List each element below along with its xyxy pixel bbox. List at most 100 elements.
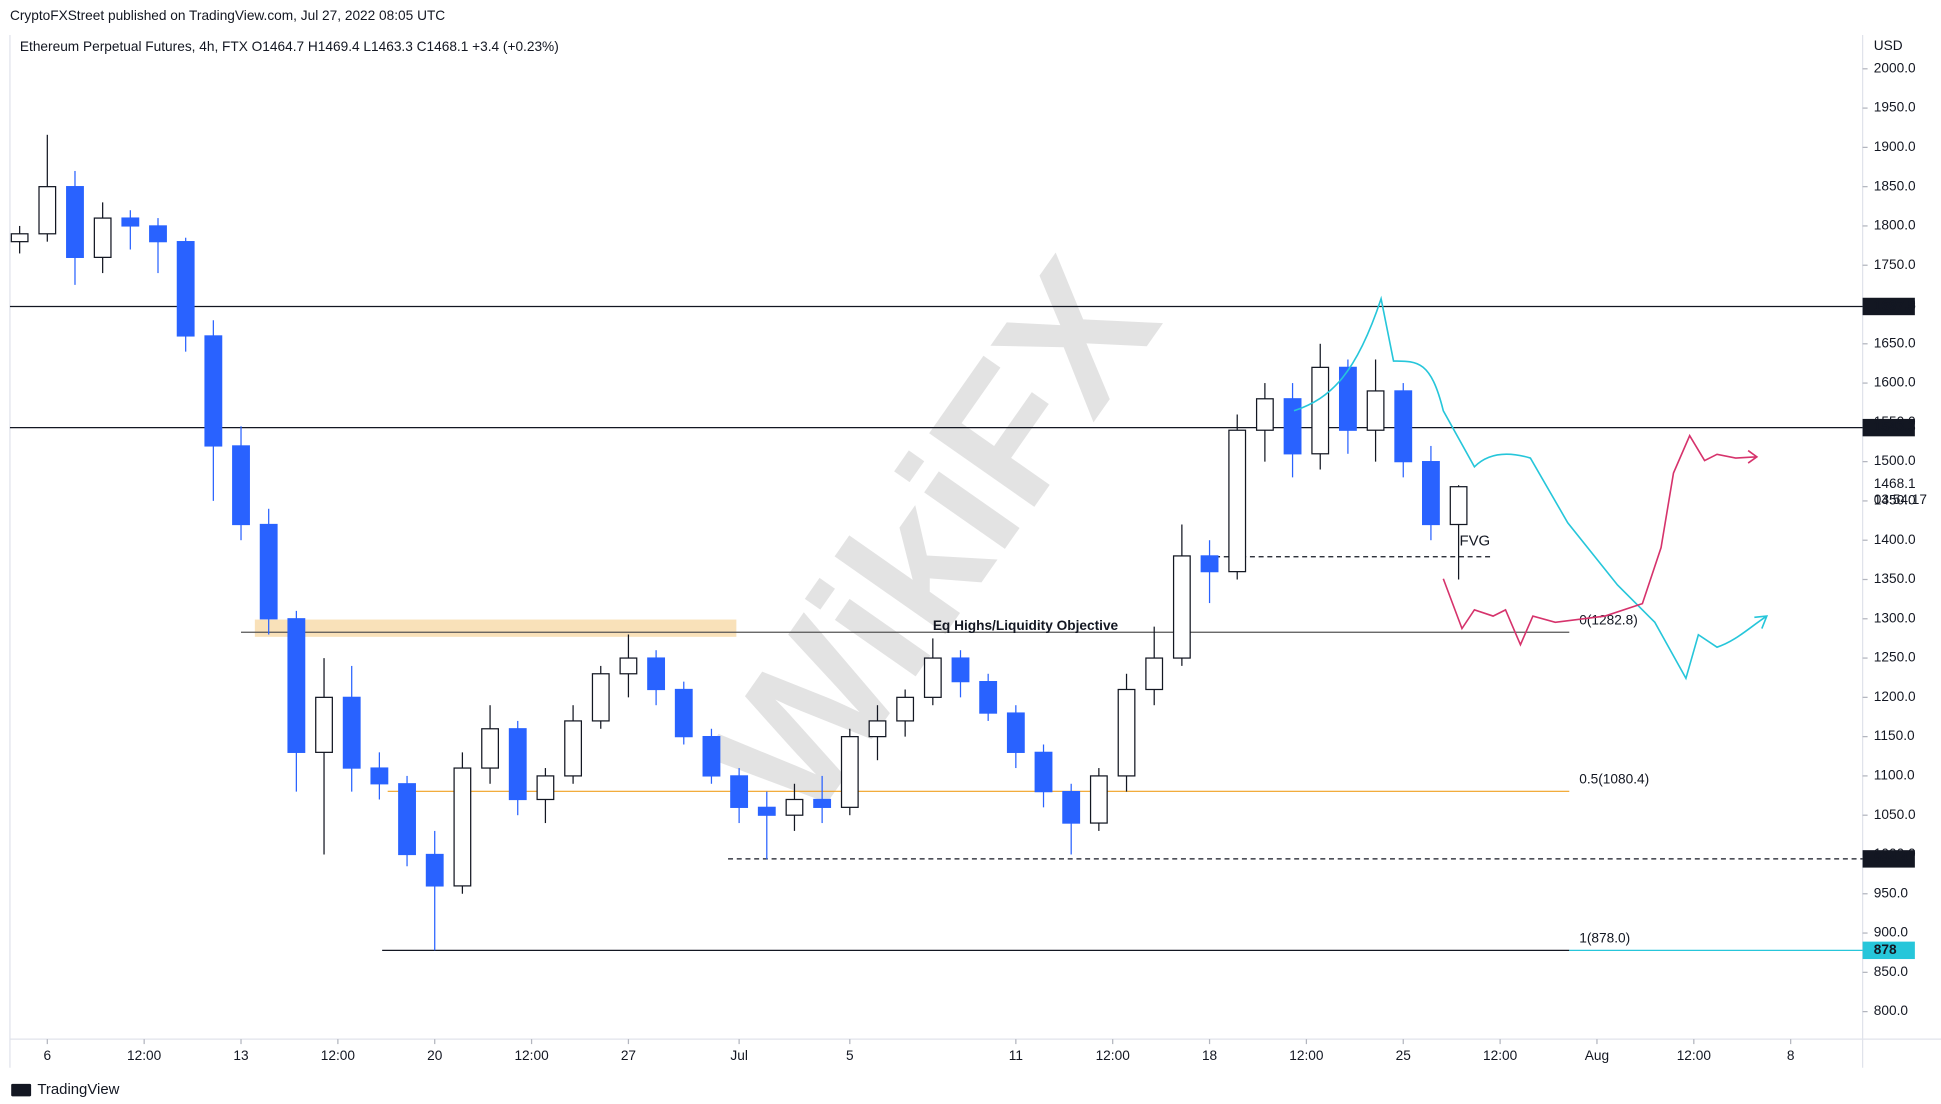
candle-body — [702, 736, 721, 777]
candle-body — [1200, 555, 1219, 573]
price-badge — [1862, 418, 1915, 437]
candle-body — [204, 335, 223, 447]
candle-body — [149, 225, 167, 243]
candle-body — [287, 618, 306, 753]
x-tick-label: 25 — [1396, 1048, 1412, 1063]
y-tick-label: 2000.0 — [1874, 60, 1916, 75]
candle-body — [10, 233, 29, 243]
chart-title: Ethereum Perpetual Futures, 4h, FTX O146… — [20, 39, 559, 54]
x-tick-label: 13 — [233, 1048, 248, 1063]
candle-body — [1338, 366, 1357, 431]
price-badge-label: 1543.3 — [1874, 419, 1916, 434]
y-tick-label: 1600.0 — [1874, 375, 1916, 390]
x-tick-label: 11 — [1009, 1048, 1023, 1063]
candle-body — [1449, 486, 1468, 526]
liquidity-zone — [254, 619, 737, 637]
candle-body — [951, 657, 970, 683]
currency: USD — [1874, 38, 1903, 53]
candle-body — [121, 217, 140, 227]
y-tick-label: 1950.0 — [1874, 100, 1916, 115]
candle-body — [1311, 366, 1330, 455]
candle-body — [425, 853, 444, 887]
x-tick-label: 12:00 — [1677, 1048, 1712, 1063]
candle-body — [896, 696, 915, 722]
x-tick-label: 12:00 — [1096, 1048, 1131, 1063]
candle-body — [979, 681, 998, 714]
x-tick-label: 20 — [427, 1048, 443, 1063]
candle-body — [259, 523, 278, 620]
candle-body — [66, 186, 84, 258]
y-tick-label: 1400.0 — [1874, 532, 1916, 547]
y-tick-label: 1250.0 — [1874, 650, 1916, 665]
countdown: 03:54:17 — [1874, 492, 1927, 507]
fvg-label: FVG — [1459, 533, 1490, 550]
price-badge-label: 1697.5 — [1874, 298, 1916, 313]
candle-body — [1255, 398, 1274, 431]
candle-body — [757, 806, 776, 816]
candle-body — [813, 798, 832, 808]
price-badge — [1862, 941, 1915, 960]
x-tick-label: 12:00 — [1483, 1048, 1518, 1063]
y-tick-label: 1750.0 — [1874, 257, 1916, 272]
y-tick-label: 1650.0 — [1874, 335, 1916, 350]
y-tick-label: 1200.0 — [1874, 689, 1916, 704]
projection-path — [1442, 433, 1759, 647]
candle-body — [1283, 398, 1302, 455]
candle-body — [1366, 390, 1385, 431]
candle-body — [1034, 751, 1053, 793]
candle-body — [1228, 429, 1247, 573]
price-badge — [1862, 850, 1915, 868]
candle-body — [315, 696, 333, 753]
candle-body — [1172, 555, 1191, 659]
candle-body — [619, 657, 638, 675]
candle-body — [591, 673, 610, 722]
candle-body — [370, 767, 389, 785]
y-tick-label: 1850.0 — [1874, 178, 1916, 193]
y-tick-label: 950.0 — [1874, 885, 1909, 900]
candle-body — [536, 775, 555, 801]
level-label: 1(878.0) — [1579, 931, 1630, 946]
candle-body — [176, 241, 195, 337]
candle-body — [564, 720, 583, 777]
tv-logo — [11, 1083, 32, 1097]
x-tick-label: 27 — [621, 1048, 636, 1063]
x-tick-label: Jul — [730, 1048, 747, 1063]
level-label: 0.5(1080.4) — [1579, 772, 1649, 787]
candle-body — [923, 657, 942, 698]
x-tick-label: 5 — [846, 1048, 854, 1063]
level-label: 0(1282.8) — [1579, 613, 1638, 628]
x-tick-label: 12:00 — [514, 1048, 549, 1063]
price-badge-label: 994.4 — [1874, 850, 1909, 865]
y-tick-label: 1100.0 — [1874, 768, 1915, 783]
candle-body — [1117, 688, 1136, 777]
price-badge — [1862, 297, 1915, 316]
header: CryptoFXStreet published on TradingView.… — [10, 8, 445, 23]
y-tick-label: 900.0 — [1874, 925, 1909, 940]
projection-path — [1293, 295, 1769, 681]
candle-body — [1394, 390, 1413, 463]
candle-body — [868, 720, 887, 738]
candle-body — [93, 217, 112, 258]
x-tick-label: 6 — [44, 1048, 52, 1063]
price-badge-label: 878 — [1874, 942, 1897, 957]
x-tick-label: 18 — [1202, 1048, 1218, 1063]
candle-body — [1062, 791, 1081, 824]
candle-body — [398, 783, 416, 856]
candle-body — [840, 736, 859, 808]
last-price: 1468.1 — [1874, 476, 1916, 491]
y-tick-label: 1800.0 — [1874, 218, 1916, 233]
candle-body — [647, 657, 666, 691]
y-tick-label: 850.0 — [1874, 964, 1909, 979]
candle-body — [1006, 712, 1025, 753]
x-tick-label: Aug — [1585, 1048, 1609, 1063]
y-tick-label: 1300.0 — [1874, 610, 1916, 625]
candle-body — [785, 798, 804, 816]
y-tick-label: 1500.0 — [1874, 453, 1916, 468]
candle-body — [508, 728, 527, 801]
candle-body — [1089, 775, 1108, 824]
x-tick-label: 8 — [1787, 1048, 1795, 1063]
y-tick-label: 1350.0 — [1874, 571, 1916, 586]
candle-body — [342, 696, 361, 769]
